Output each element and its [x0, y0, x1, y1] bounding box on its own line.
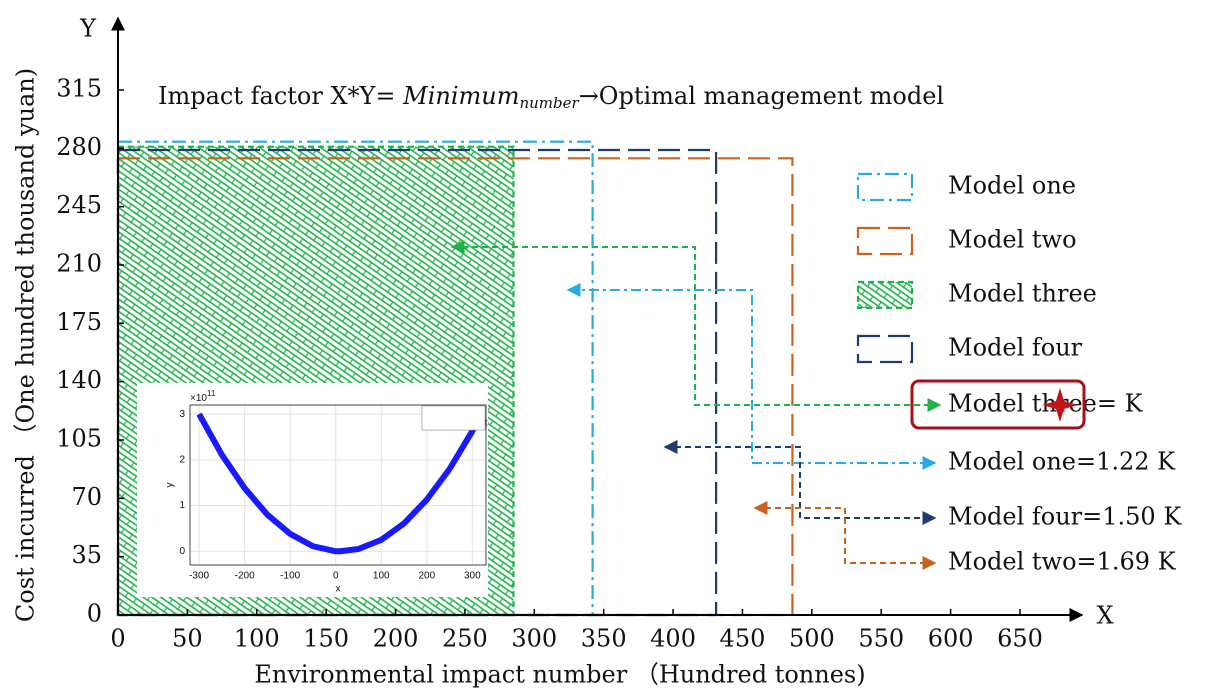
- annotation-arrow: [753, 501, 937, 570]
- x-tick-label: 450: [720, 625, 766, 653]
- inset-y-tick-label: 1: [179, 500, 185, 511]
- title-sub: number: [519, 94, 579, 112]
- inset-y-tick-label: 3: [179, 409, 185, 420]
- inset-x-tick-label: 100: [373, 571, 390, 582]
- x-tick-label: 400: [650, 625, 696, 653]
- inset-x-tick-label: 300: [464, 571, 481, 582]
- legend-label: Model one: [948, 172, 1076, 200]
- highlight-box: [910, 379, 1086, 430]
- legend-label: Model three: [948, 280, 1097, 308]
- x-tick-label: 100: [234, 625, 280, 653]
- y-axis-label: Cost incurred （One hundred thousand yuan…: [12, 68, 40, 622]
- legend-label: Model two: [948, 226, 1077, 254]
- x-axis-name: X: [1096, 602, 1113, 630]
- x-tick-label: 500: [789, 625, 835, 653]
- x-tick-label: 350: [581, 625, 627, 653]
- legend-swatch: [856, 226, 914, 256]
- star-icon: [1042, 388, 1078, 422]
- inset-x-tick-label: 0: [333, 571, 339, 582]
- y-tick-label: 70: [71, 483, 102, 511]
- inset-y-tick-label: 0: [179, 546, 185, 557]
- multiplier-base: ×10: [190, 393, 207, 404]
- title-text: Impact factor X*Y=: [158, 82, 403, 110]
- title-end: →Optimal management model: [579, 82, 944, 110]
- inset-legend-box: [421, 405, 486, 431]
- y-axis-name: Y: [79, 15, 97, 43]
- annotation-label: Model three= K: [948, 390, 1144, 418]
- x-axis-label: Environmental impact number （Hundred ton…: [254, 661, 865, 689]
- x-tick-label: 600: [928, 625, 974, 653]
- legend-label: Model four: [948, 334, 1083, 362]
- y-tick-label: 105: [56, 425, 102, 453]
- chart-title: Impact factor X*Y= Minimumnumber→Optimal…: [158, 82, 944, 113]
- y-tick-label: 175: [56, 308, 102, 336]
- x-tick-label: 250: [442, 625, 488, 653]
- y-tick-label: 140: [56, 366, 102, 394]
- annotation-label: Model two=1.69 K: [948, 548, 1177, 576]
- y-tick-label: 0: [87, 600, 102, 628]
- inset-multiplier: ×1011: [190, 389, 216, 404]
- y-tick-label: 245: [56, 191, 102, 219]
- x-tick-label: 650: [997, 625, 1043, 653]
- legend-swatch: [856, 280, 914, 310]
- y-tick-label: 210: [56, 250, 102, 278]
- legend-swatch: [856, 334, 914, 364]
- inset-fit-line: [197, 413, 483, 553]
- annotation-arrow: [566, 283, 937, 470]
- annotation-arrow: [450, 240, 942, 412]
- x-tick-label: 0: [110, 625, 125, 653]
- inset-x-tick-label: -200: [235, 571, 255, 582]
- x-tick-label: 550: [858, 625, 904, 653]
- x-tick-label: 50: [172, 625, 203, 653]
- x-tick-label: 300: [511, 625, 557, 653]
- inset-y-label: y: [165, 483, 176, 488]
- inset-x-tick-label: -100: [280, 571, 300, 582]
- y-tick-label: 315: [56, 75, 102, 103]
- title-math: Minimum: [402, 82, 519, 110]
- inset-x-tick-label: -300: [189, 571, 209, 582]
- y-tick-label: 35: [71, 541, 102, 569]
- inset-x-label: x: [336, 584, 341, 595]
- legend-swatch: [856, 172, 914, 202]
- x-tick-label: 150: [303, 625, 349, 653]
- inset-frame: [189, 404, 487, 566]
- x-tick-label: 200: [373, 625, 419, 653]
- multiplier-exp: 11: [207, 389, 216, 398]
- inset-x-tick-label: 200: [418, 571, 435, 582]
- annotation-label: Model four=1.50 K: [948, 503, 1182, 531]
- annotation-label: Model one=1.22 K: [948, 448, 1176, 476]
- inset-y-tick-label: 2: [179, 454, 185, 465]
- y-tick-label: 280: [56, 133, 102, 161]
